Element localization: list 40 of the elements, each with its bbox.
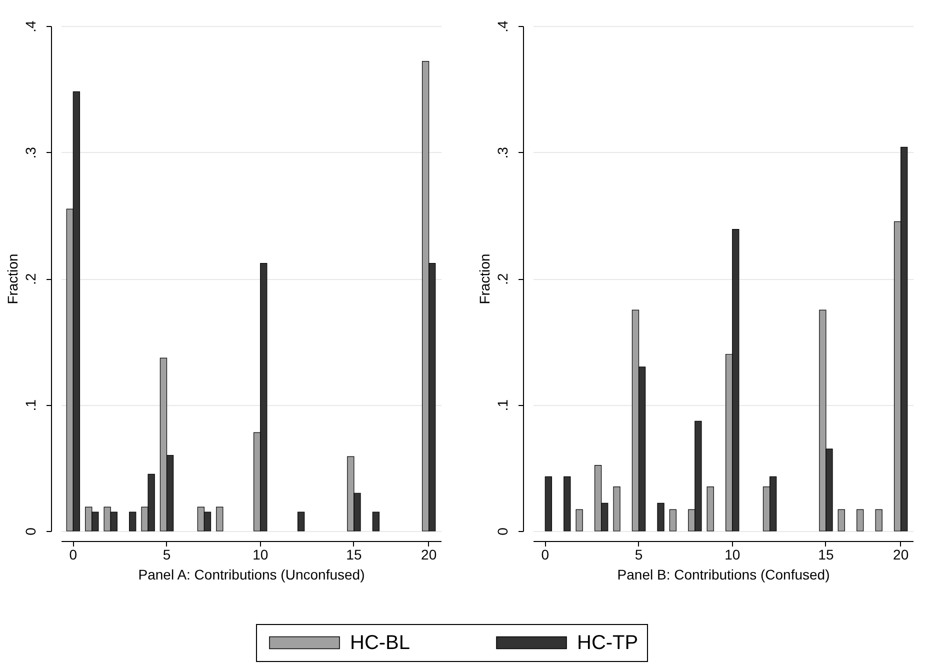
x-axis-title: Panel B: Contributions (Confused) [617, 566, 830, 582]
bar [838, 509, 845, 532]
x-tick-label: 10 [252, 546, 268, 562]
x-tick-label: 10 [724, 546, 740, 562]
x-tick-label: 5 [162, 546, 171, 562]
x-axis-title: Panel A: Contributions (Unconfused) [138, 566, 365, 582]
y-tick-label: .4 [22, 20, 38, 32]
bar [706, 486, 714, 532]
bar [669, 509, 676, 532]
x-tick-label: 20 [893, 546, 909, 562]
y-tick-label: 0 [494, 527, 510, 536]
bar [372, 512, 380, 532]
y-axis-title: Fraction [4, 254, 20, 304]
bar [129, 512, 136, 532]
x-tick-label: 15 [346, 546, 362, 562]
bar [298, 512, 305, 532]
bar [576, 509, 583, 532]
legend-label: HC-TP [577, 632, 638, 654]
x-tick-label: 0 [69, 546, 78, 562]
bar [216, 506, 224, 532]
bar [657, 502, 664, 532]
y-tick-label: .3 [22, 146, 38, 159]
x-tick-label: 20 [421, 546, 437, 562]
bar [856, 509, 864, 532]
bar [544, 476, 552, 532]
x-tick-label: 15 [818, 546, 834, 562]
legend-label: HC-BL [350, 632, 410, 654]
y-tick-label: 0 [22, 527, 38, 536]
x-tick-label: 5 [634, 546, 643, 562]
bar [875, 509, 882, 532]
x-tick-label: 0 [541, 546, 550, 562]
y-tick-label: .3 [494, 146, 510, 159]
y-tick-label: .4 [494, 20, 510, 32]
y-tick-label: .2 [494, 272, 510, 285]
y-tick-label: .1 [494, 399, 510, 412]
y-axis-title: Fraction [476, 254, 492, 304]
y-tick-label: .2 [22, 272, 38, 285]
y-tick-label: .1 [22, 399, 38, 412]
bar [613, 486, 620, 532]
bar [564, 476, 571, 532]
